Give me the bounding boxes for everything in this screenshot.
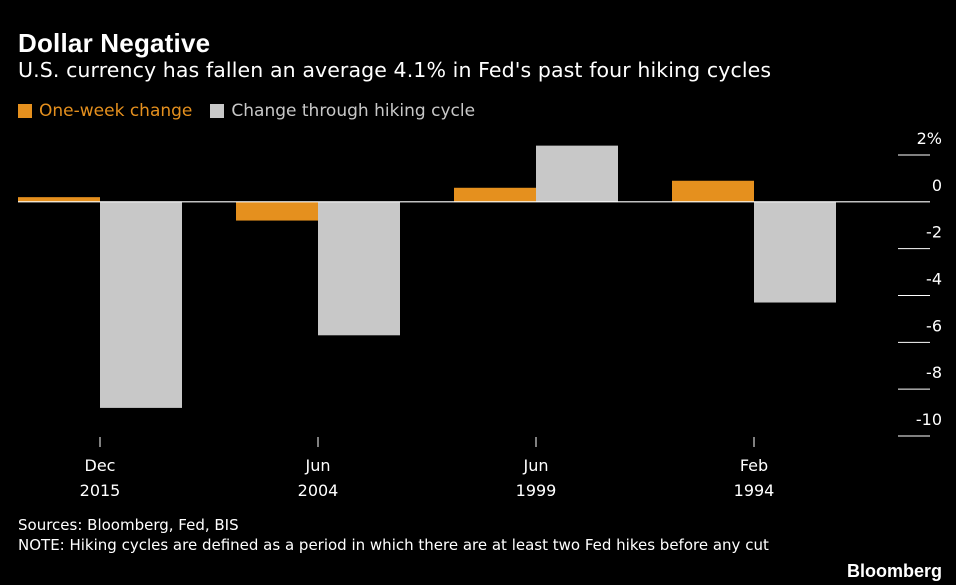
x-tick-label-month-3: Feb (740, 456, 768, 475)
chart-subtitle: U.S. currency has fallen an average 4.1%… (18, 58, 772, 82)
legend-swatch-one-week (18, 104, 32, 118)
legend: One-week change Change through hiking cy… (18, 101, 493, 121)
x-tick-label-year-2: 1999 (516, 481, 557, 500)
bar-hiking-cycle-2 (536, 145, 618, 202)
y-tick-label-2: -2 (926, 223, 942, 242)
bar-one-week-0 (18, 197, 100, 202)
x-tick-label-year-0: 2015 (80, 481, 121, 500)
x-tick-label-year-3: 1994 (734, 481, 775, 500)
x-tick-label-year-1: 2004 (298, 481, 339, 500)
y-tick-label-4: -6 (926, 316, 942, 335)
y-tick-label-1: 0 (932, 176, 942, 195)
legend-item-hiking-cycle: Change through hiking cycle (210, 101, 475, 121)
bar-hiking-cycle-3 (754, 201, 836, 303)
bar-one-week-2 (454, 187, 536, 202)
bloomberg-logo: Bloomberg (846, 561, 942, 581)
y-tick-label-3: -4 (926, 270, 942, 289)
sources-text: Sources: Bloomberg, Fed, BIS (18, 516, 239, 534)
y-tick-label-0: 2% (917, 129, 942, 148)
x-tick-label-month-2: Jun (523, 456, 549, 475)
bar-hiking-cycle-1 (318, 201, 400, 336)
chart-title: Dollar Negative (18, 28, 211, 58)
bar-one-week-3 (672, 180, 754, 202)
y-tick-label-6: -10 (916, 410, 942, 429)
legend-item-one-week: One-week change (18, 101, 192, 121)
legend-swatch-hiking-cycle (210, 104, 225, 118)
bar-one-week-1 (236, 201, 318, 221)
x-tick-label-month-0: Dec (85, 456, 116, 475)
note-text: NOTE: Hiking cycles are defined as a per… (18, 536, 769, 554)
x-tick-label-month-1: Jun (305, 456, 331, 475)
y-tick-label-5: -8 (926, 363, 942, 382)
bar-hiking-cycle-0 (100, 201, 182, 408)
legend-label-one-week: One-week change (39, 101, 193, 121)
chart-footer: Sources: Bloomberg, Fed, BIS NOTE: Hikin… (18, 515, 818, 555)
legend-label-hiking-cycle: Change through hiking cycle (231, 101, 476, 121)
